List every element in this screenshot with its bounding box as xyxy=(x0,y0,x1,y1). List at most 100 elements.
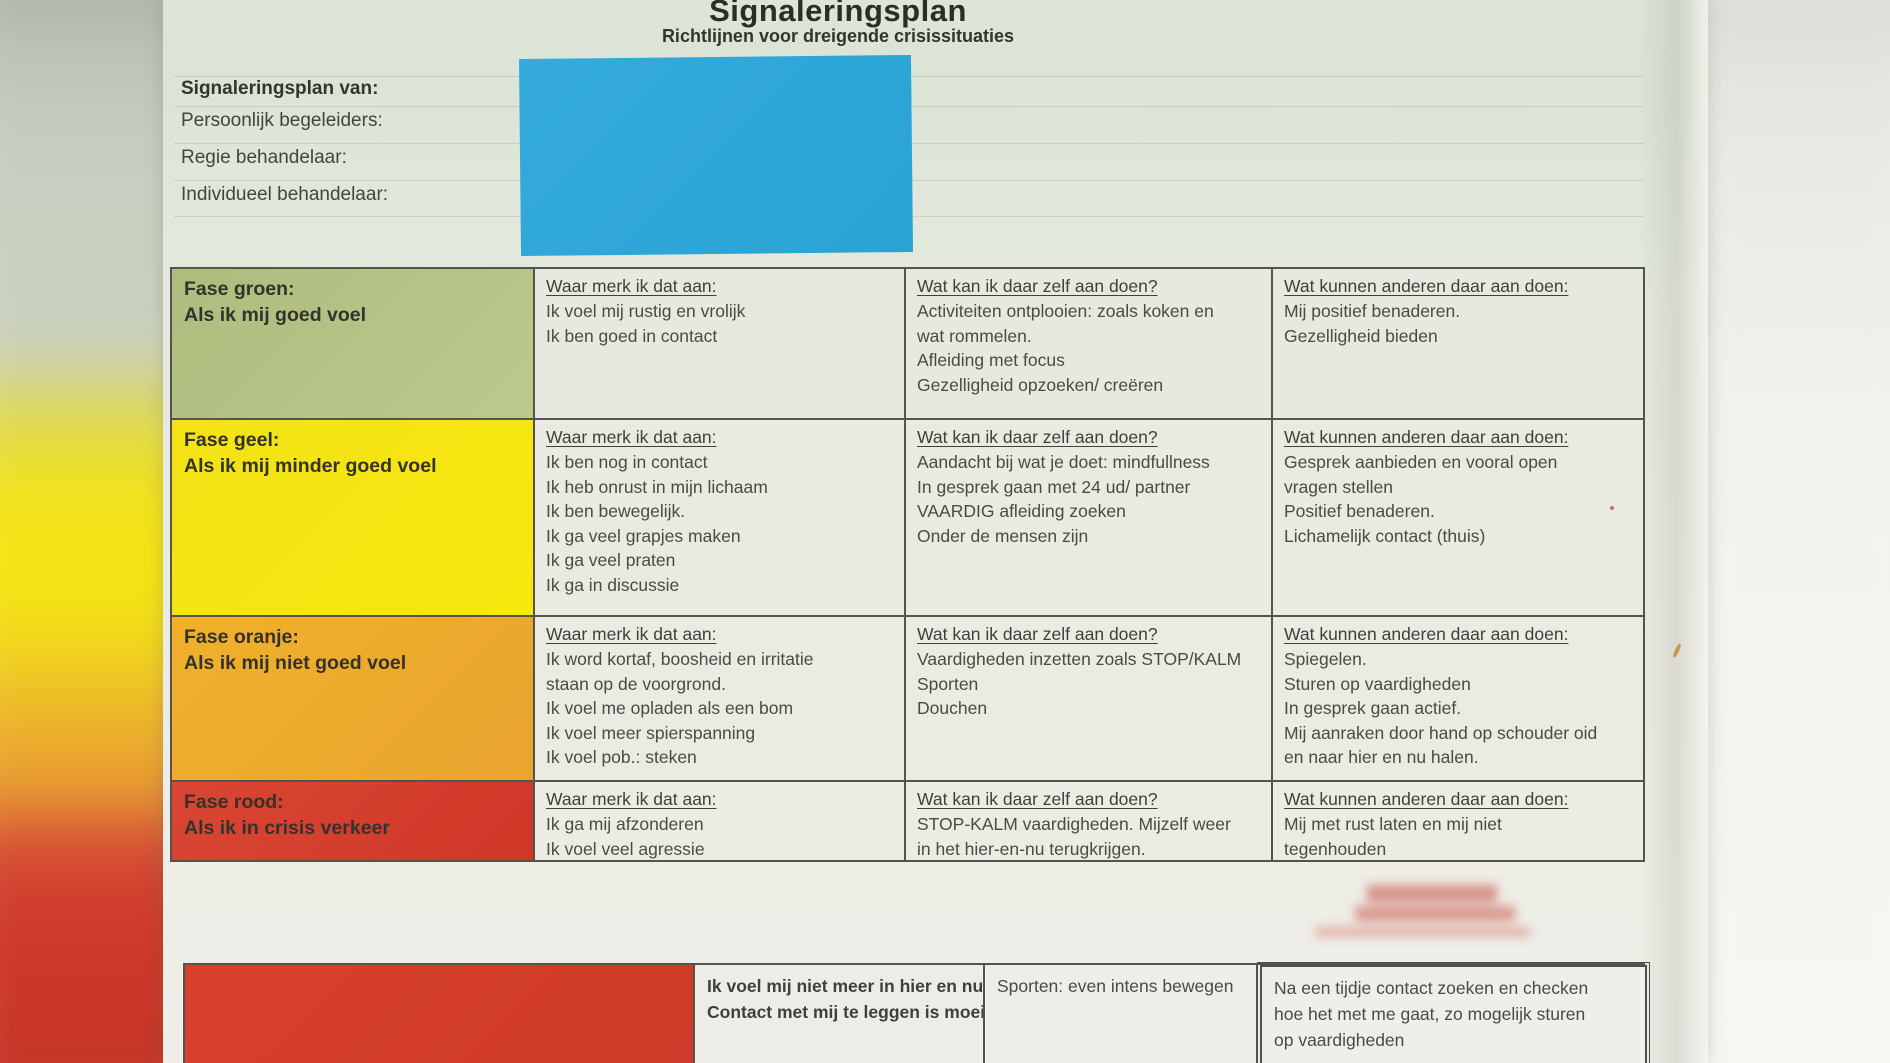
others-actions-cell: Wat kunnen anderen daar aan doen: Mij po… xyxy=(1273,269,1643,418)
phase-name: Fase groen: xyxy=(184,278,295,300)
phase-name: Fase geel: xyxy=(184,429,280,451)
text-line: Ik ga veel praten xyxy=(546,550,676,570)
column-header-self: Wat kan ik daar zelf aan doen? xyxy=(917,427,1158,447)
self-actions-list: STOP-KALM vaardigheden. Mijzelf weer in h… xyxy=(917,812,1261,860)
text-line: Sporten: even intens bewegen xyxy=(997,976,1234,996)
text-line: Ik ga in discussie xyxy=(546,574,680,595)
phase-cell-oranje: Fase oranje: Als ik mij niet goed voel xyxy=(172,617,535,780)
others-actions-list: Gesprek aanbieden en vooral open vragen s… xyxy=(1284,450,1633,548)
text-line: Aandacht bij wat je doet: mindfullness xyxy=(917,452,1210,472)
self-actions-list: Vaardigheden inzetten zoals STOP/KALM Spo… xyxy=(917,647,1261,721)
text-line: In gesprek gaan actief. xyxy=(1284,698,1462,718)
phase-condition: Als ik mij niet goed voel xyxy=(184,652,407,674)
document-page: Signaleringsplan Richtlijnen voor dreige… xyxy=(163,0,1708,1063)
text-line: Positief benaderen. xyxy=(1284,501,1435,521)
others-actions-list: Mij met rust laten en mij niet tegenhoude… xyxy=(1284,812,1633,860)
continuation-row: Ik voel mij niet meer in hier en nu Conta… xyxy=(183,962,1650,1063)
text-line: Ik voel meer spierspanning xyxy=(546,722,756,743)
text-line: Mij positief benaderen. xyxy=(1284,301,1461,321)
column-header-self: Wat kan ik daar zelf aan doen? xyxy=(917,624,1158,644)
phase-condition: Als ik mij minder goed voel xyxy=(184,455,437,477)
text-line: Vaardigheden inzetten zoals STOP/KALM xyxy=(917,649,1242,669)
signals-list: Ik voel mij rustig en vrolijk Ik ben goed… xyxy=(546,299,894,348)
others-actions-cell: Wat kunnen anderen daar aan doen: Mij me… xyxy=(1273,782,1643,860)
page-subtitle: Richtlijnen voor dreigende crisissituati… xyxy=(661,26,1015,46)
text-line: Mij aanraken door hand op schouder oid xyxy=(1284,722,1598,743)
text-line: Ik ben goed in contact xyxy=(546,325,718,346)
text-line: Sporten xyxy=(917,673,979,694)
text-line: op vaardigheden xyxy=(1274,1030,1405,1050)
text-line: in het hier-en-nu terugkrijgen. xyxy=(917,838,1146,859)
column-header-signals: Waar merk ik dat aan: xyxy=(546,276,717,296)
signals-cell: Ik voel mij niet meer in hier en nu Conta… xyxy=(695,965,985,1063)
phase-row-rood: Fase rood: Als ik in crisis verkeer Waar… xyxy=(172,782,1643,860)
text-line: vragen stellen xyxy=(1284,476,1393,497)
self-actions-list: Activiteiten ontplooien: zoals koken en w… xyxy=(917,299,1261,397)
others-actions-cell: Wat kunnen anderen daar aan doen: Spiege… xyxy=(1273,617,1643,780)
self-actions-cell: Wat kan ik daar zelf aan doen? Aandacht … xyxy=(906,420,1273,615)
text-line: Afleiding met focus xyxy=(917,350,1065,370)
phase-cell-crisis-red xyxy=(185,965,695,1063)
field-label-signaleringsplan-van: Signaleringsplan van: xyxy=(181,78,379,99)
text-line: Ik word kortaf, boosheid en irritatie xyxy=(546,649,814,669)
others-actions-cell: Na een tijdje contact zoeken en checken h… xyxy=(1257,962,1650,1063)
text-line: VAARDIG afleiding zoeken xyxy=(917,501,1126,521)
phase-row-geel: Fase geel: Als ik mij minder goed voel W… xyxy=(172,420,1643,617)
phase-condition: Als ik in crisis verkeer xyxy=(184,817,390,839)
phase-cell-groen: Fase groen: Als ik mij goed voel xyxy=(172,269,535,418)
ink-speck xyxy=(1610,506,1614,510)
phase-cell-geel: Fase geel: Als ik mij minder goed voel xyxy=(172,420,535,615)
signals-cell: Waar merk ik dat aan: Ik ga mij afzonder… xyxy=(535,782,906,860)
text-line: Gezelligheid opzoeken/ creëren xyxy=(917,374,1164,395)
text-line: Ik ben nog in contact xyxy=(546,452,708,472)
column-header-self: Wat kan ik daar zelf aan doen? xyxy=(917,276,1158,296)
others-actions-cell: Wat kunnen anderen daar aan doen: Gespre… xyxy=(1273,420,1643,615)
column-header-signals: Waar merk ik dat aan: xyxy=(546,427,717,447)
field-label-regie-behandelaar: Regie behandelaar: xyxy=(181,147,347,168)
self-actions-list: Aandacht bij wat je doet: mindfullness In… xyxy=(917,450,1261,548)
column-header-signals: Waar merk ik dat aan: xyxy=(546,789,717,809)
text-line: Gezelligheid bieden xyxy=(1284,325,1438,346)
text-line: Contact met mij te leggen is moeilijker xyxy=(707,1002,985,1022)
text-line: Ik voel pob.: steken xyxy=(546,747,697,767)
text-line: Onder de mensen zijn xyxy=(917,525,1089,546)
signals-cell: Waar merk ik dat aan: Ik voel mij rustig… xyxy=(535,269,906,418)
page-title: Signaleringsplan xyxy=(709,0,967,28)
column-header-signals: Waar merk ik dat aan: xyxy=(546,624,717,644)
column-header-self: Wat kan ik daar zelf aan doen? xyxy=(917,789,1158,809)
text-line: Na een tijdje contact zoeken en checken xyxy=(1274,978,1589,998)
column-header-others: Wat kunnen anderen daar aan doen: xyxy=(1284,789,1569,809)
text-line: hoe het met me gaat, zo mogelijk sturen xyxy=(1274,1004,1586,1024)
text-line: Douchen xyxy=(917,698,988,718)
self-actions-cell: Wat kan ik daar zelf aan doen? STOP-KALM… xyxy=(906,782,1273,860)
text-line: Sturen op vaardigheden xyxy=(1284,673,1471,694)
text-line: Ik ben bewegelijk. xyxy=(546,501,686,521)
signals-list: Ik ga mij afzonderen Ik voel veel agressi… xyxy=(546,812,894,860)
others-actions-list: Mij positief benaderen. Gezelligheid bied… xyxy=(1284,299,1633,348)
self-actions-cell: Sporten: even intens bewegen xyxy=(985,965,1258,1063)
phase-row-oranje: Fase oranje: Als ik mij niet goed voel W… xyxy=(172,617,1643,782)
text-line: Ik voel me opladen als een bom xyxy=(546,698,794,718)
text-line: Activiteiten ontplooien: zoals koken en xyxy=(917,301,1214,321)
text-line: wat rommelen. xyxy=(917,325,1032,346)
phase-condition: Als ik mij goed voel xyxy=(184,304,367,326)
text-line: STOP-KALM vaardigheden. Mijzelf weer xyxy=(917,814,1231,834)
paper-crease xyxy=(1638,0,1708,1063)
phase-name: Fase oranje: xyxy=(184,626,299,648)
text-line: Ik ga veel grapjes maken xyxy=(546,525,741,546)
text-line: Ik ga mij afzonderen xyxy=(546,814,704,834)
text-line: Lichamelijk contact (thuis) xyxy=(1284,525,1486,546)
text-line: staan op de voorgrond. xyxy=(546,673,726,694)
text-line: Ik voel mij rustig en vrolijk xyxy=(546,301,746,321)
column-header-others: Wat kunnen anderen daar aan doen: xyxy=(1284,427,1569,447)
signals-cell: Waar merk ik dat aan: Ik ben nog in cont… xyxy=(535,420,906,615)
column-header-others: Wat kunnen anderen daar aan doen: xyxy=(1284,276,1569,296)
others-actions-list: Na een tijdje contact zoeken en checken h… xyxy=(1274,975,1635,1053)
others-actions-list: Spiegelen. Sturen op vaardigheden In gespr… xyxy=(1284,647,1633,770)
self-actions-list: Sporten: even intens bewegen xyxy=(997,973,1246,999)
phase-cell-rood: Fase rood: Als ik in crisis verkeer xyxy=(172,782,535,860)
text-line: Ik heb onrust in mijn lichaam xyxy=(546,476,768,497)
redaction-box xyxy=(518,54,914,257)
signals-cell: Waar merk ik dat aan: Ik word kortaf, bo… xyxy=(535,617,906,780)
